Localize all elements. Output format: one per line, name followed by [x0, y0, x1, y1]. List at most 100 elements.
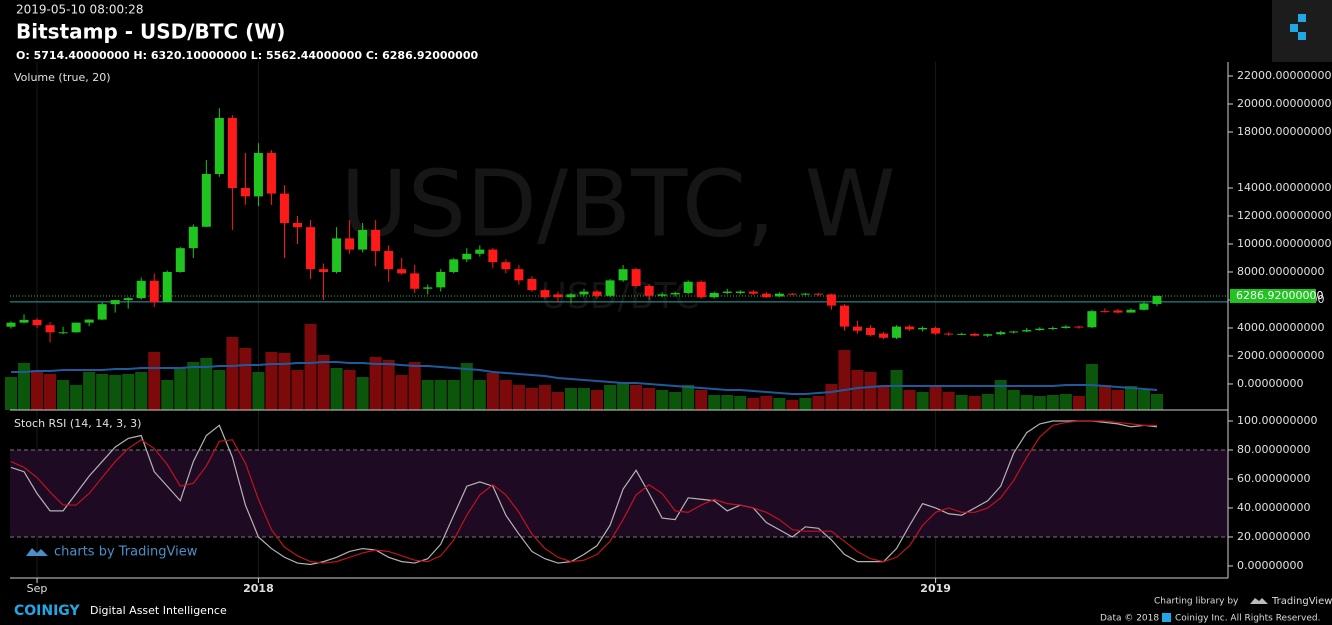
y-tick-label: 0.00000000	[1237, 559, 1303, 572]
volume-bar	[1098, 385, 1111, 410]
volume-bar	[786, 400, 799, 410]
tv-credit[interactable]: charts by TradingView	[54, 545, 198, 560]
volume-bar	[70, 385, 83, 410]
candle-body	[32, 319, 42, 326]
volume-bar	[955, 395, 968, 410]
volume-bar	[460, 363, 473, 410]
volume-bar	[916, 392, 929, 410]
volume-bar	[44, 374, 57, 410]
y-tick-label: 12000.00000000	[1237, 209, 1331, 222]
candle-body	[983, 334, 993, 336]
volume-bar	[564, 388, 577, 410]
volume-bar	[981, 394, 994, 410]
volume-bar	[18, 363, 31, 410]
candle-body	[644, 285, 654, 296]
candle-body	[696, 281, 706, 298]
data-credit: Data © 2018	[1100, 614, 1159, 624]
volume-bar	[721, 395, 734, 410]
candle-body	[1126, 309, 1136, 313]
volume-bar	[838, 350, 851, 410]
volume-bar	[434, 380, 447, 410]
candle-body	[188, 226, 198, 249]
volume-bar	[226, 337, 239, 410]
candle-body	[540, 290, 550, 298]
volume-bar	[200, 358, 213, 410]
candle-body	[1139, 303, 1149, 310]
volume-bar	[994, 380, 1007, 410]
candle-body	[1113, 310, 1123, 313]
candle-body	[136, 280, 146, 299]
y-tick-label: 14000.00000000	[1237, 181, 1331, 194]
volume-bar	[447, 380, 460, 410]
volume-bar	[695, 390, 708, 410]
y-tick-label: 10000.00000000	[1237, 237, 1331, 250]
library-name[interactable]: TradingView	[1271, 596, 1332, 607]
candle-body	[527, 278, 537, 291]
watermark: USD/BTC, W	[340, 150, 895, 257]
x-tick-label: 2018	[243, 582, 274, 595]
candle-body	[1022, 330, 1032, 332]
volume-bar	[929, 385, 942, 410]
candle-body	[501, 262, 511, 270]
y-tick-label: 80.00000000	[1237, 443, 1310, 456]
y-tick-label: 20000.00000000	[1237, 97, 1331, 110]
volume-bar	[577, 388, 591, 410]
volume-bar	[799, 398, 812, 410]
volume-bar	[265, 352, 278, 410]
candle-body	[306, 227, 316, 270]
volume-bar	[291, 370, 304, 410]
candle-body	[905, 326, 915, 330]
y-tick-label: 60.00000000	[1237, 472, 1310, 485]
volume-bar	[239, 348, 252, 410]
candle-body	[670, 292, 680, 295]
y-tick-label: 18000.00000000	[1237, 125, 1331, 138]
candle-body	[1100, 311, 1110, 313]
candle-body	[201, 173, 211, 227]
coinigy-icon	[1162, 613, 1171, 622]
volume-bar	[486, 373, 499, 410]
watermark-sub: USD/BTC	[541, 276, 700, 317]
volume-bar	[135, 372, 148, 410]
candle-body	[319, 269, 329, 272]
candle-body	[605, 280, 615, 296]
x-tick-label: Sep	[27, 582, 48, 595]
candle-body	[931, 327, 941, 334]
candle-body	[709, 292, 719, 298]
volume-bar	[617, 382, 630, 410]
candle-body	[722, 291, 732, 293]
candle-body	[423, 287, 433, 289]
plot: 0.000000002000.000000004000.000000006000…	[4, 69, 1331, 595]
volume-bar	[369, 357, 382, 410]
stoch-line	[10, 420, 1157, 564]
candle-body	[279, 193, 289, 223]
logo-square	[1298, 32, 1306, 40]
volume-bar	[760, 396, 773, 410]
candle-body	[957, 333, 967, 335]
candle-body	[774, 293, 784, 297]
candle-body	[735, 291, 745, 293]
candle-body	[1087, 311, 1097, 328]
volume-bar	[213, 370, 226, 410]
volume-bar	[643, 388, 656, 410]
volume-bar	[421, 380, 434, 410]
volume-bar	[890, 370, 903, 410]
volume-bar	[1059, 394, 1072, 410]
library-credit: Charting library by	[1154, 597, 1239, 607]
volume-bar	[604, 385, 617, 410]
candle-body	[787, 293, 797, 295]
volume-bar	[343, 370, 356, 410]
candle-body	[488, 249, 498, 263]
volume-bar	[656, 390, 669, 410]
candle-body	[944, 333, 954, 335]
volume-ma	[11, 361, 1158, 395]
y-tick-label: 20.00000000	[1237, 530, 1310, 543]
candle-body	[358, 229, 368, 250]
volume-bar	[682, 385, 695, 410]
volume-bar	[630, 385, 643, 410]
volume-bar	[1007, 390, 1020, 410]
candle-body	[852, 326, 862, 331]
logo-box	[1272, 0, 1332, 62]
volume-bar	[851, 370, 864, 410]
candle-body	[879, 333, 889, 338]
brand-logo[interactable]: COINIGY	[14, 603, 80, 619]
